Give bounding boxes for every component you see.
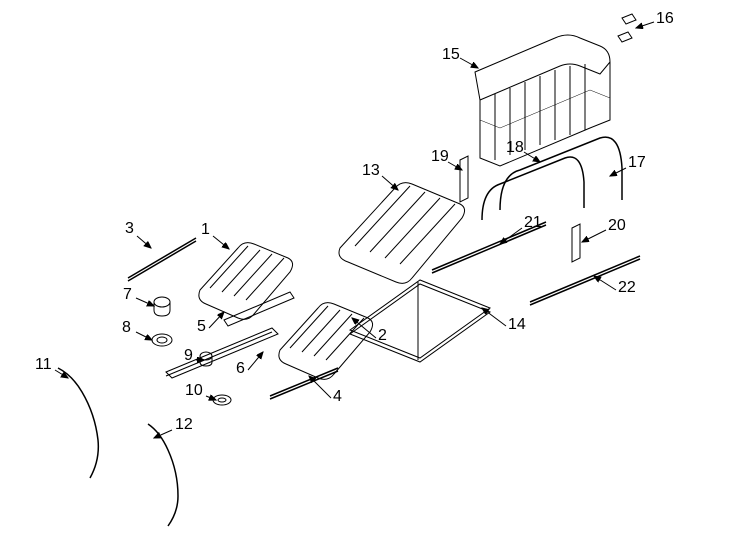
callout-17: 17 [628, 154, 646, 172]
callout-15: 15 [442, 46, 460, 64]
callout-3: 3 [125, 220, 134, 238]
part-1 [199, 243, 293, 320]
callout-19: 19 [431, 148, 449, 166]
callout-6: 6 [236, 360, 245, 378]
part-5 [224, 292, 294, 326]
part-18 [482, 157, 584, 220]
callout-12: 12 [175, 416, 193, 434]
callout-2: 2 [378, 327, 387, 345]
callout-4: 4 [333, 388, 342, 406]
part-11 [58, 368, 98, 478]
diagram-svg [0, 0, 734, 540]
callout-1: 1 [201, 221, 210, 239]
part-7 [154, 297, 170, 316]
callout-5: 5 [197, 318, 206, 336]
callout-13: 13 [362, 162, 380, 180]
parts-diagram: 1 2 3 4 5 6 7 8 9 10 11 12 13 14 15 16 1… [0, 0, 734, 540]
callout-20: 20 [608, 217, 626, 235]
callout-9: 9 [184, 347, 193, 365]
part-3 [128, 238, 196, 281]
part-16 [618, 14, 636, 42]
callout-10: 10 [185, 382, 203, 400]
callout-8: 8 [122, 319, 131, 337]
callout-22: 22 [618, 279, 636, 297]
callout-21: 21 [524, 214, 542, 232]
callout-16: 16 [656, 10, 674, 28]
part-19 [460, 156, 468, 202]
part-2 [279, 303, 373, 380]
part-13 [339, 183, 465, 284]
callout-arrows [55, 22, 654, 438]
part-6 [166, 328, 278, 378]
callout-11: 11 [35, 356, 52, 374]
part-15 [475, 35, 610, 166]
callout-18: 18 [506, 139, 524, 157]
part-12 [148, 424, 178, 526]
callout-7: 7 [123, 286, 132, 304]
part-20 [572, 224, 580, 262]
part-8 [152, 334, 172, 346]
callout-14: 14 [508, 316, 526, 334]
